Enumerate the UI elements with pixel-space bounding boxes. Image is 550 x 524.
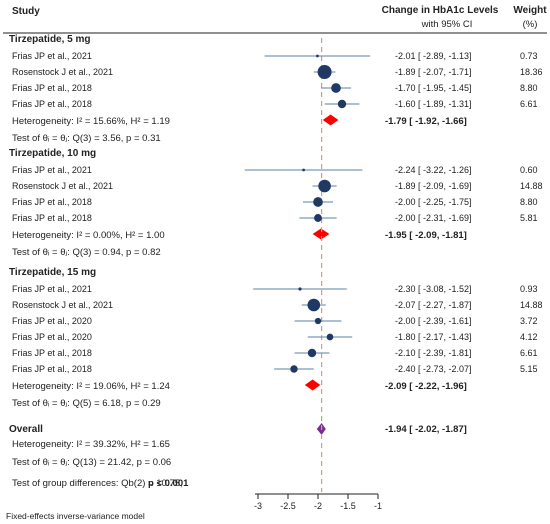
x-tick-label: -2 [314,501,322,511]
study-label: Frias JP et al., 2018 [12,348,92,358]
study-marker [298,287,302,291]
x-tick-label: -1.5 [340,501,356,511]
study-label: Frias JP et al., 2018 [12,197,92,207]
study-ci-text: -2.07 [ -2.27, -1.87] [395,300,472,310]
pooled-diamond [322,114,339,126]
study-marker [314,214,322,222]
overall-ci-text: -1.94 [ -2.02, -1.87] [385,424,467,435]
study-label: Rosenstock J et al., 2021 [12,300,113,310]
study-ci-text: -1.60 [ -1.89, -1.31] [395,99,472,109]
heterogeneity-text: Heterogeneity: I² = 0.00%, H² = 1.00 [12,230,165,241]
study-weight: 8.80 [520,83,538,93]
overall-test: Test of θᵢ = θⱼ: Q(13) = 21.42, p = 0.06 [12,457,171,468]
study-ci-text: -2.01 [ -2.89, -1.13] [395,51,472,61]
pooled-diamond [312,228,330,240]
study-ci-text: -2.00 [ -2.25, -1.75] [395,197,472,207]
study-label: Frias JP et al., 2018 [12,99,92,109]
header-weight-unit: (%) [523,19,538,30]
pooled-ci-text: -2.09 [ -2.22, -1.96] [385,381,467,392]
study-label: Frias JP et al., 2018 [12,364,92,374]
pooled-ci-text: -1.95 [ -2.09, -1.81] [385,230,467,241]
test-text: Test of θᵢ = θⱼ: Q(5) = 6.18, p = 0.29 [12,398,161,409]
study-weight: 4.12 [520,332,538,342]
pooled-ci-text: -1.79 [ -1.92, -1.66] [385,116,467,127]
study-ci-text: -2.10 [ -2.39, -1.81] [395,348,472,358]
study-weight: 0.93 [520,284,538,294]
header-weight: Weight [513,5,547,16]
heterogeneity-text: Heterogeneity: I² = 19.06%, H² = 1.24 [12,381,170,392]
study-label: Frias JP et al., 2021 [12,51,92,61]
study-weight: 0.73 [520,51,538,61]
study-marker [318,179,331,193]
study-weight: 14.88 [520,300,543,310]
study-marker [307,348,317,358]
group-title: Tirzepatide, 15 mg [9,267,96,278]
study-marker [290,365,298,373]
study-marker [317,65,332,79]
header-study: Study [12,6,40,17]
group-title: Tirzepatide, 5 mg [9,34,91,45]
study-marker [313,197,323,207]
study-weight: 18.36 [520,67,543,77]
study-marker [307,298,321,312]
study-weight: 6.61 [520,348,538,358]
heterogeneity-text: Heterogeneity: I² = 15.66%, H² = 1.19 [12,116,170,127]
study-ci-text: -2.40 [ -2.73, -2.07] [395,364,472,374]
pooled-diamond [304,379,321,391]
study-weight: 3.72 [520,316,538,326]
study-weight: 6.61 [520,99,538,109]
study-label: Frias JP et al., 2018 [12,213,92,223]
study-ci-text: -1.70 [ -1.95, -1.45] [395,83,472,93]
study-ci-text: -1.89 [ -2.09, -1.69] [395,181,472,191]
x-tick-label: -3 [254,501,262,511]
study-marker [331,83,341,93]
study-marker [337,99,347,109]
study-label: Rosenstock J et al., 2021 [12,181,113,191]
study-ci-text: -2.00 [ -2.31, -1.69] [395,213,472,223]
x-tick-label: -1 [374,501,382,511]
header-ci: with 95% CI [421,19,473,30]
study-ci-text: -2.24 [ -3.22, -1.26] [395,165,472,175]
study-weight: 14.88 [520,181,543,191]
study-label: Frias JP et al., 2020 [12,332,92,342]
study-label: Frias JP et al., 2021 [12,284,92,294]
study-label: Frias JP et al., 2020 [12,316,92,326]
test-text: Test of θᵢ = θⱼ: Q(3) = 3.56, p = 0.31 [12,133,161,144]
study-weight: 0.60 [520,165,538,175]
study-ci-text: -2.00 [ -2.39, -1.61] [395,316,472,326]
study-ci-text: -1.80 [ -2.17, -1.43] [395,332,472,342]
study-ci-text: -2.30 [ -3.08, -1.52] [395,284,472,294]
study-marker [316,54,319,58]
study-label: Frias JP et al., 2021 [12,165,92,175]
study-marker [314,317,322,325]
header-effect: Change in HbA1c Levels [382,5,499,16]
test-text: Test of θᵢ = θⱼ: Q(3) = 0.94, p = 0.82 [12,247,161,258]
study-weight: 8.80 [520,197,538,207]
overall-title: Overall [9,424,43,435]
study-weight: 5.81 [520,213,538,223]
study-weight: 5.15 [520,364,538,374]
study-ci-text: -1.89 [ -2.07, -1.71] [395,67,472,77]
x-tick-label: -2.5 [280,501,296,511]
study-marker [326,333,334,341]
footer-note: Fixed-effects inverse-variance model [6,511,145,521]
overall-heterogeneity: Heterogeneity: I² = 39.32%, H² = 1.65 [12,439,170,450]
study-label: Rosenstock J et al., 2021 [12,67,113,77]
group-title: Tirzepatide, 10 mg [9,148,96,159]
study-label: Frias JP et al., 2018 [12,83,92,93]
group-difference-p: p < 0.001 [148,478,189,489]
group-difference-text: Test of group differences: Qb(2) = 10.75… [12,478,183,489]
study-marker [302,168,305,172]
